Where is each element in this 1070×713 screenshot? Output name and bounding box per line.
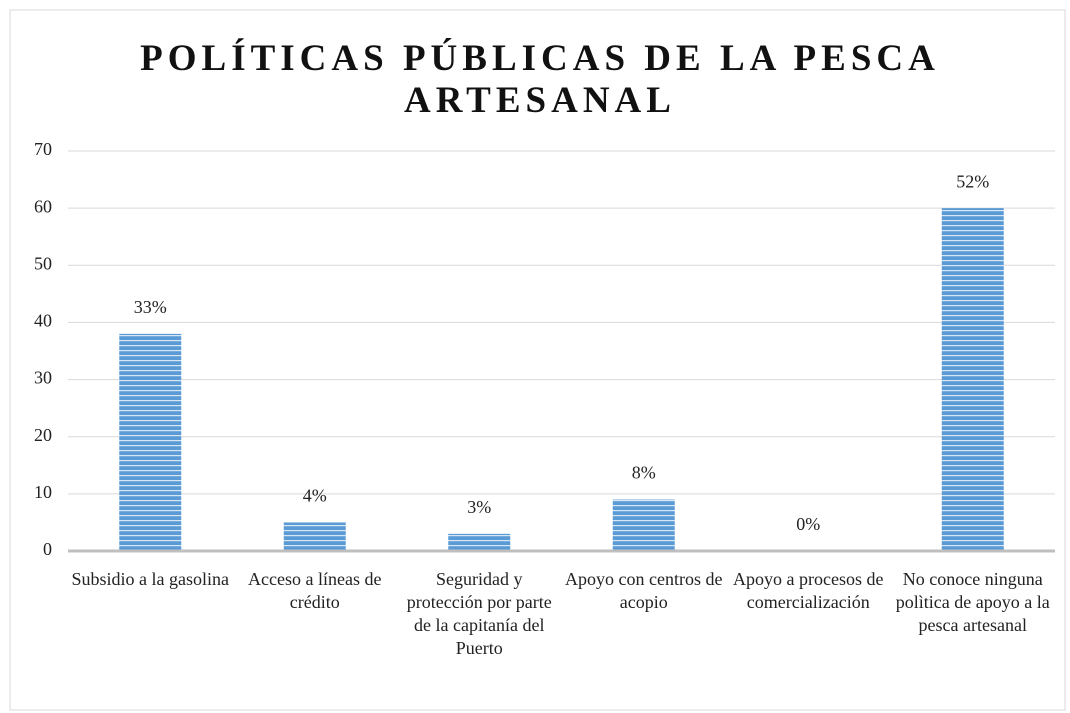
x-tick-label: Apoyo con centros de acopio: [565, 569, 723, 612]
bar: [119, 333, 182, 551]
y-tick-label: 10: [34, 482, 52, 502]
data-label: 3%: [467, 497, 491, 517]
bar: [448, 533, 511, 551]
bar: [283, 522, 346, 551]
bar: [941, 208, 1004, 551]
x-tick-label: Apoyo a procesos de comercialización: [733, 569, 884, 612]
x-tick-label: No conoce ninguna polìtica de apoyo a la…: [895, 569, 1050, 635]
data-label: 0%: [796, 514, 820, 534]
y-tick-label: 50: [34, 253, 52, 273]
y-tick-label: 0: [43, 539, 52, 559]
x-tick-label: Subsidio a la gasolina: [71, 569, 229, 589]
x-tick-label: Acceso a líneas de crédito: [248, 569, 382, 612]
y-tick-label: 20: [34, 425, 52, 445]
y-tick-label: 30: [34, 368, 52, 388]
y-tick-label: 70: [34, 139, 52, 159]
data-label: 52%: [956, 171, 989, 191]
chart-border: [9, 9, 1066, 711]
y-tick-label: 60: [34, 196, 52, 216]
y-tick-label: 40: [34, 311, 52, 331]
bar: [612, 499, 675, 551]
data-label: 33%: [134, 297, 167, 317]
data-label: 4%: [303, 486, 327, 506]
data-label: 8%: [632, 463, 656, 483]
chart-title: POLÍTICAS PÚBLICAS DE LA PESCA ARTESANAL: [140, 38, 940, 121]
x-tick-label: Seguridad y protección por parte de la c…: [406, 569, 552, 658]
